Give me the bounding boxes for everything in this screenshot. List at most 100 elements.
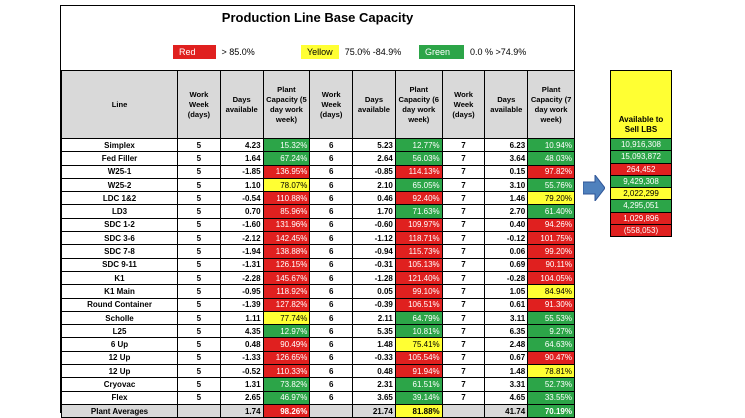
table-cell: 7 (441, 164, 486, 179)
table-cell: 7 (441, 217, 486, 233)
table-cell: 5 (177, 151, 221, 166)
table-cell: 98.26% (262, 403, 311, 418)
table-cell: 7 (441, 364, 486, 379)
available-to-sell-value: 4,295,051 (611, 199, 671, 212)
table-cell: 0.69 (484, 257, 529, 272)
table-cell: 0.70 (219, 204, 264, 219)
table-cell: 6 (309, 151, 354, 166)
legend-green: Green 0.0 % >74.9% (419, 44, 526, 60)
table-cell: -1.94 (219, 244, 264, 259)
table-row: SDC 7-8 5 -1.94 138.88% 6 -0.94 115.73% 7 0.06 99… (60, 244, 575, 259)
table-cell: 5 (177, 244, 221, 259)
table-cell: 109.97% (394, 217, 443, 233)
table-cell: 114.13% (394, 164, 443, 179)
table-row: Round Container 5 -1.39 127.82% 6 -0.39 106.51… (60, 297, 575, 312)
table-cell: 1.74 (219, 403, 264, 418)
table-cell: 110.88% (262, 191, 311, 206)
table-row: 12 Up 5 -0.52 110.33% 6 0.48 91.94% 7 1.48 78.81% (60, 364, 575, 379)
table-cell: 1.11 (219, 310, 264, 326)
table-cell: 61.40% (527, 204, 575, 219)
table-cell: -1.31 (219, 257, 264, 272)
table-cell: -2.12 (219, 231, 264, 246)
table-cell: 1.48 (484, 364, 529, 379)
table-row: LD3 5 0.70 85.96% 6 1.70 71.63% 7 2.70 61.40% (60, 204, 575, 219)
table-cell: 126.65% (262, 350, 311, 366)
table-cell: 1.46 (484, 191, 529, 206)
table-cell: 56.03% (394, 151, 443, 166)
table-row: Scholle 5 1.11 77.74% 6 2.11 64.79% 7 3.11 55.53% (60, 310, 575, 326)
available-to-sell-value: 2,022,299 (611, 187, 671, 200)
table-cell: 131.96% (262, 217, 311, 233)
line-name-cell: K1 (60, 270, 179, 286)
column-header: Line (60, 70, 179, 139)
table-cell: 7 (441, 257, 486, 272)
table-cell: 81.88% (394, 403, 443, 418)
table-cell: 6 (309, 257, 354, 272)
table-cell: 5 (177, 231, 221, 246)
table-cell: -2.28 (219, 270, 264, 286)
table-cell: 4.35 (219, 324, 264, 339)
table-cell: 118.71% (394, 231, 443, 246)
table-row: LDC 1&2 5 -0.54 110.88% 6 0.46 92.40% 7 1.46 79.2… (60, 191, 575, 206)
table-cell: 7 (441, 231, 486, 246)
legend-green-swatch: Green (419, 45, 465, 59)
table-cell: 90.11% (527, 257, 575, 272)
table-cell: 7 (441, 191, 486, 206)
line-name-cell: K1 Main (60, 284, 179, 299)
table-cell: 97.82% (527, 164, 575, 179)
table-cell: 1.31 (219, 377, 264, 392)
table-row: K1 5 -2.28 145.67% 6 -1.28 121.40% 7 -0.28 104.05… (60, 270, 575, 286)
table-cell: 2.48 (484, 337, 529, 352)
table-cell: 0.48 (352, 364, 396, 379)
table-cell: 3.10 (484, 177, 529, 193)
table-cell: 2.70 (484, 204, 529, 219)
table-cell: 5 (177, 324, 221, 339)
table-cell: 77.74% (262, 310, 311, 326)
table-cell: 6 (309, 284, 354, 299)
table-cell: 106.51% (394, 297, 443, 312)
table-cell: 2.10 (352, 177, 396, 193)
table-cell: 6.23 (484, 137, 529, 153)
table-cell: 2.31 (352, 377, 396, 392)
table-cell: 70.19% (527, 403, 575, 418)
table-cell: 6 (309, 364, 354, 379)
line-name-cell: LDC 1&2 (60, 191, 179, 206)
line-name-cell: SDC 3-6 (60, 231, 179, 246)
table-cell: 7 (441, 177, 486, 193)
table-cell: 1.05 (484, 284, 529, 299)
table-cell: -0.60 (352, 217, 396, 233)
table-cell: 7 (441, 297, 486, 312)
table-cell: 0.05 (352, 284, 396, 299)
line-name-cell: Round Container (60, 297, 179, 312)
table-cell: 136.95% (262, 164, 311, 179)
capacity-table: Line Work Week (days) Days available Pla… (60, 70, 575, 418)
line-name-cell: W25-1 (60, 164, 179, 179)
table-row: SDC 1-2 5 -1.60 131.96% 6 -0.60 109.97% 7 0.40 94… (60, 217, 575, 233)
column-header: Plant Capacity (7 day work week) (527, 70, 575, 139)
table-cell: 67.24% (262, 151, 311, 166)
table-cell: 145.67% (262, 270, 311, 286)
table-cell: -1.33 (219, 350, 264, 366)
table-cell: -0.85 (352, 164, 396, 179)
line-name-cell: SDC 7-8 (60, 244, 179, 259)
table-cell: 0.67 (484, 350, 529, 366)
table-row: L25 5 4.35 12.97% 6 5.35 10.81% 7 6.35 9.27% (60, 324, 575, 339)
table-cell: 0.61 (484, 297, 529, 312)
available-to-sell-header: Available to Sell LBS (611, 71, 671, 138)
table-cell: 6 (309, 217, 354, 233)
table-cell: 127.82% (262, 297, 311, 312)
table-cell: -0.52 (219, 364, 264, 379)
table-cell: 110.33% (262, 364, 311, 379)
table-cell: -1.60 (219, 217, 264, 233)
column-header: Work Week (days) (309, 70, 354, 139)
table-cell: 73.82% (262, 377, 311, 392)
table-cell: 15.32% (262, 137, 311, 153)
table-cell: -0.54 (219, 191, 264, 206)
available-to-sell-value: 10,916,308 (611, 138, 671, 151)
table-row: SDC 3-6 5 -2.12 142.45% 6 -1.12 118.71% 7 -0.12 1… (60, 231, 575, 246)
table-cell: -0.39 (352, 297, 396, 312)
table-cell: Plant Averages (60, 403, 179, 418)
available-to-sell-panel: Available to Sell LBS 10,916,308 15,093,8… (610, 70, 672, 238)
line-name-cell: 12 Up (60, 350, 179, 366)
table-cell: 5 (177, 164, 221, 179)
